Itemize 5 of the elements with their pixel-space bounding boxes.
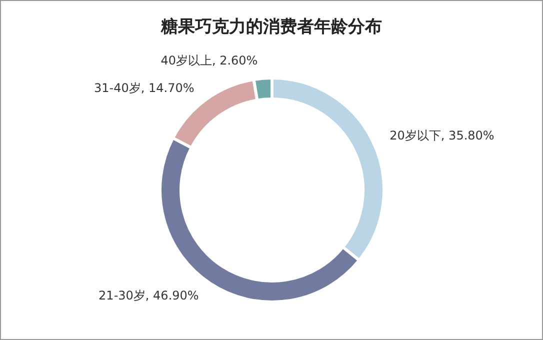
slice-label: 21-30岁, 46.90% (98, 288, 199, 302)
chart-title: 糖果巧克力的消费者年龄分布 (160, 17, 382, 37)
slice-label: 20岁以下, 35.80% (390, 128, 494, 143)
slice-label: 31-40岁, 14.70% (94, 80, 194, 95)
slice-label: 40岁以上, 2.60% (160, 53, 258, 68)
